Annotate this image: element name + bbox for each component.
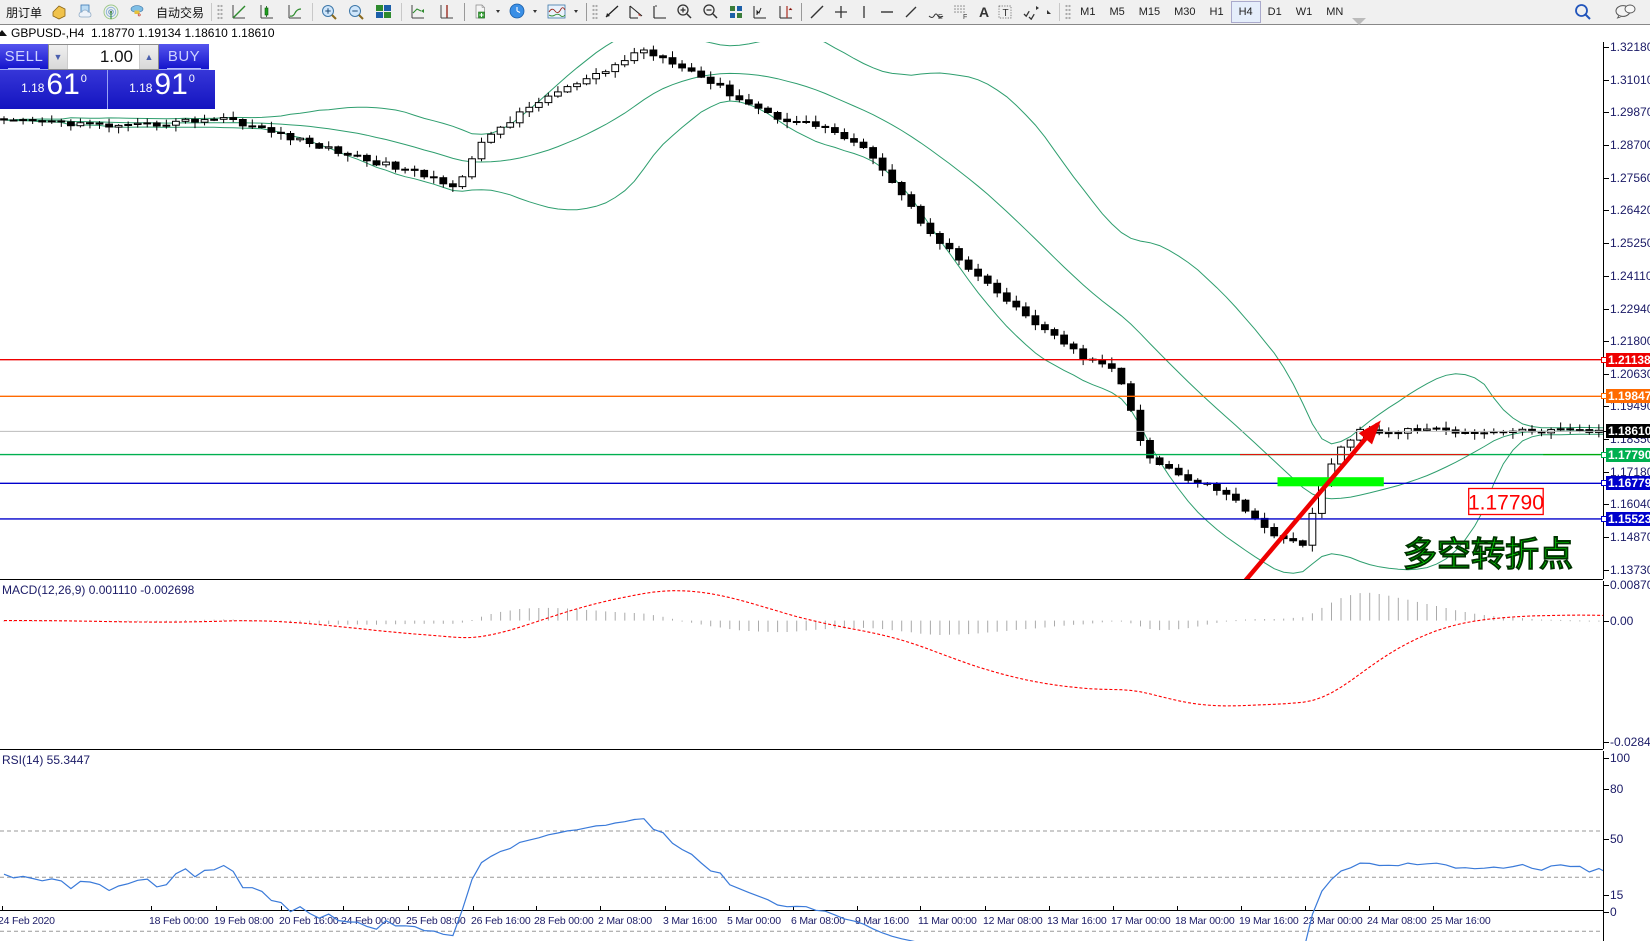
svg-text:多空转折点: 多空转折点 [1403, 536, 1573, 574]
svg-text:E: E [938, 14, 943, 20]
svg-text:1.17790: 1.17790 [1468, 492, 1544, 515]
svg-text:T: T [1003, 8, 1009, 19]
svg-text:F: F [963, 14, 967, 20]
